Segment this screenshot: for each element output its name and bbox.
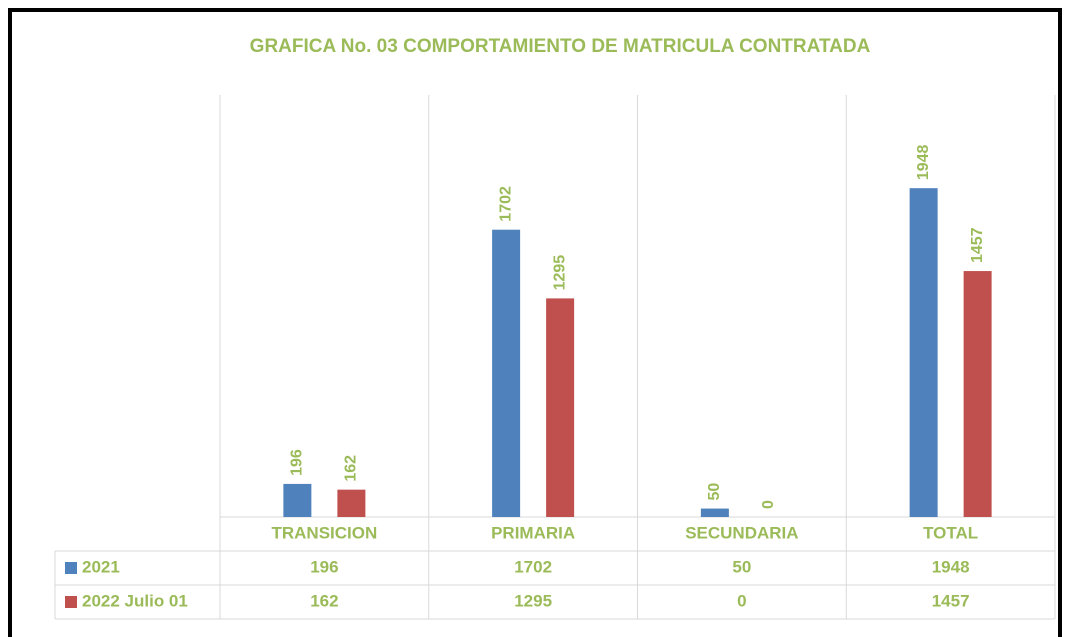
table-value: 196	[310, 557, 338, 576]
table-value: 1457	[932, 591, 970, 610]
bar	[909, 188, 938, 517]
data-label: 1295	[551, 255, 568, 291]
table-value: 1295	[514, 591, 552, 610]
bar	[492, 229, 521, 517]
table-value: 162	[310, 591, 338, 610]
bar	[963, 271, 992, 517]
category-label: TOTAL	[923, 523, 978, 542]
frame	[8, 8, 1062, 637]
table-value: 50	[732, 557, 751, 576]
table-value: 1948	[932, 557, 970, 576]
data-label: 162	[343, 455, 360, 482]
table-value: 1702	[514, 557, 552, 576]
data-label: 1702	[497, 186, 514, 222]
data-label: 1457	[969, 227, 986, 263]
legend-key	[65, 562, 77, 574]
bar	[283, 483, 312, 517]
bar	[546, 298, 575, 517]
data-label: 50	[706, 483, 723, 501]
category-label: TRANSICION	[271, 523, 377, 542]
table-value: 0	[737, 591, 746, 610]
legend-label: 2022 Julio 01	[82, 591, 188, 610]
bar	[337, 489, 366, 517]
category-label: PRIMARIA	[491, 523, 575, 542]
bar	[700, 508, 729, 517]
data-label: 196	[289, 449, 306, 476]
legend-label: 2021	[82, 557, 120, 576]
chart-title: GRAFICA No. 03 COMPORTAMIENTO DE MATRICU…	[250, 36, 871, 57]
legend-key	[65, 596, 77, 608]
data-label: 1948	[915, 144, 932, 180]
data-label: 0	[760, 500, 777, 509]
category-label: SECUNDARIA	[685, 523, 798, 542]
